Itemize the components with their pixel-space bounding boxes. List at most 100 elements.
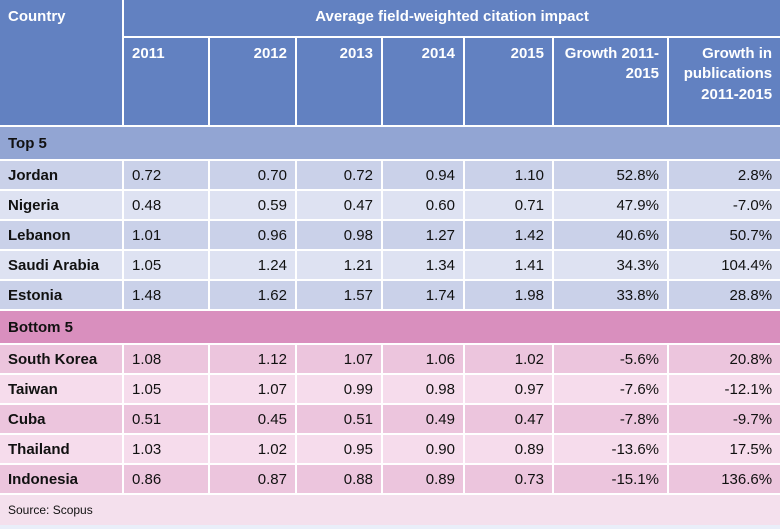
cell-growth-publications: 20.8% <box>669 345 780 373</box>
source-row: Source: Scopus <box>0 495 780 525</box>
cell-2013: 1.57 <box>297 281 381 309</box>
cell-growth: 34.3% <box>554 251 667 279</box>
column-header-2012: 2012 <box>210 38 295 125</box>
cell-2012: 0.70 <box>210 161 295 189</box>
cell-2014: 0.90 <box>383 435 463 463</box>
cell-2011: 0.48 <box>124 191 208 219</box>
country-name: Estonia <box>0 281 122 309</box>
cell-2014: 1.34 <box>383 251 463 279</box>
country-name: Thailand <box>0 435 122 463</box>
cell-2015: 1.10 <box>465 161 552 189</box>
cell-2014: 0.94 <box>383 161 463 189</box>
cell-growth: -5.6% <box>554 345 667 373</box>
cell-2011: 0.51 <box>124 405 208 433</box>
country-name: Saudi Arabia <box>0 251 122 279</box>
cell-growth: 52.8% <box>554 161 667 189</box>
cell-2014: 1.27 <box>383 221 463 249</box>
cell-2012: 1.12 <box>210 345 295 373</box>
table-row-cuba: Cuba 0.51 0.45 0.51 0.49 0.47 -7.8% -9.7… <box>0 405 780 433</box>
cell-2013: 0.98 <box>297 221 381 249</box>
cell-2015: 1.41 <box>465 251 552 279</box>
cell-growth-publications: 136.6% <box>669 465 780 493</box>
column-header-2013: 2013 <box>297 38 381 125</box>
cell-2011: 1.05 <box>124 251 208 279</box>
cell-2015: 0.47 <box>465 405 552 433</box>
cell-2012: 1.02 <box>210 435 295 463</box>
cell-growth-publications: -9.7% <box>669 405 780 433</box>
country-name: Lebanon <box>0 221 122 249</box>
cell-growth-publications: -7.0% <box>669 191 780 219</box>
cell-2013: 0.88 <box>297 465 381 493</box>
country-name: Nigeria <box>0 191 122 219</box>
cell-2015: 1.98 <box>465 281 552 309</box>
cell-2012: 1.62 <box>210 281 295 309</box>
section-header-bottom5: Bottom 5 <box>0 311 780 343</box>
cell-growth: 40.6% <box>554 221 667 249</box>
table-row-estonia: Estonia 1.48 1.62 1.57 1.74 1.98 33.8% 2… <box>0 281 780 309</box>
cell-2012: 0.45 <box>210 405 295 433</box>
cell-growth-publications: 28.8% <box>669 281 780 309</box>
section-label-bottom5: Bottom 5 <box>0 311 780 343</box>
country-name: South Korea <box>0 345 122 373</box>
cell-2015: 0.97 <box>465 375 552 403</box>
country-name: Cuba <box>0 405 122 433</box>
table-row-indonesia: Indonesia 0.86 0.87 0.88 0.89 0.73 -15.1… <box>0 465 780 493</box>
cell-2011: 0.86 <box>124 465 208 493</box>
table-header-row-top: Country Average field-weighted citation … <box>0 0 780 125</box>
table-row-jordan: Jordan 0.72 0.70 0.72 0.94 1.10 52.8% 2.… <box>0 161 780 189</box>
cell-2013: 0.51 <box>297 405 381 433</box>
cell-2014: 0.98 <box>383 375 463 403</box>
cell-2014: 1.06 <box>383 345 463 373</box>
cell-2011: 1.01 <box>124 221 208 249</box>
cell-growth: -15.1% <box>554 465 667 493</box>
cell-2015: 1.02 <box>465 345 552 373</box>
cell-2013: 0.47 <box>297 191 381 219</box>
cell-2011: 1.03 <box>124 435 208 463</box>
cell-2013: 0.95 <box>297 435 381 463</box>
country-name: Jordan <box>0 161 122 189</box>
table-title: Average field-weighted citation impact <box>124 0 780 36</box>
bottom-strip <box>0 525 780 529</box>
cell-2012: 0.96 <box>210 221 295 249</box>
cell-growth-publications: 2.8% <box>669 161 780 189</box>
cell-2014: 1.74 <box>383 281 463 309</box>
cell-2015: 0.89 <box>465 435 552 463</box>
source-note: Source: Scopus <box>0 495 780 525</box>
table-row-lebanon: Lebanon 1.01 0.96 0.98 1.27 1.42 40.6% 5… <box>0 221 780 249</box>
cell-2011: 1.48 <box>124 281 208 309</box>
cell-2013: 0.72 <box>297 161 381 189</box>
table-header-row-years: 2011 2012 2013 2014 2015 Growth 2011-201… <box>0 38 780 125</box>
cell-2014: 0.49 <box>383 405 463 433</box>
cell-2012: 1.24 <box>210 251 295 279</box>
cell-2012: 0.87 <box>210 465 295 493</box>
table-row-south-korea: South Korea 1.08 1.12 1.07 1.06 1.02 -5.… <box>0 345 780 373</box>
cell-2013: 1.21 <box>297 251 381 279</box>
cell-2012: 0.59 <box>210 191 295 219</box>
country-name: Indonesia <box>0 465 122 493</box>
cell-2013: 1.07 <box>297 345 381 373</box>
section-label-top5: Top 5 <box>0 127 780 159</box>
cell-growth-publications: 50.7% <box>669 221 780 249</box>
cell-2015: 1.42 <box>465 221 552 249</box>
cell-growth-publications: 17.5% <box>669 435 780 463</box>
table-row-taiwan: Taiwan 1.05 1.07 0.99 0.98 0.97 -7.6% -1… <box>0 375 780 403</box>
cell-2013: 0.99 <box>297 375 381 403</box>
country-name: Taiwan <box>0 375 122 403</box>
column-header-growth: Growth 2011-2015 <box>554 38 667 125</box>
cell-growth: 47.9% <box>554 191 667 219</box>
cell-growth-publications: 104.4% <box>669 251 780 279</box>
column-header-2014: 2014 <box>383 38 463 125</box>
table-row-thailand: Thailand 1.03 1.02 0.95 0.90 0.89 -13.6%… <box>0 435 780 463</box>
cell-growth: 33.8% <box>554 281 667 309</box>
table-row-nigeria: Nigeria 0.48 0.59 0.47 0.60 0.71 47.9% -… <box>0 191 780 219</box>
section-header-top5: Top 5 <box>0 127 780 159</box>
column-header-growth-publications: Growth in publications 2011-2015 <box>669 38 780 125</box>
column-header-2015: 2015 <box>465 38 552 125</box>
cell-2015: 0.71 <box>465 191 552 219</box>
cell-2011: 1.05 <box>124 375 208 403</box>
cell-2011: 0.72 <box>124 161 208 189</box>
cell-2014: 0.60 <box>383 191 463 219</box>
cell-growth: -13.6% <box>554 435 667 463</box>
